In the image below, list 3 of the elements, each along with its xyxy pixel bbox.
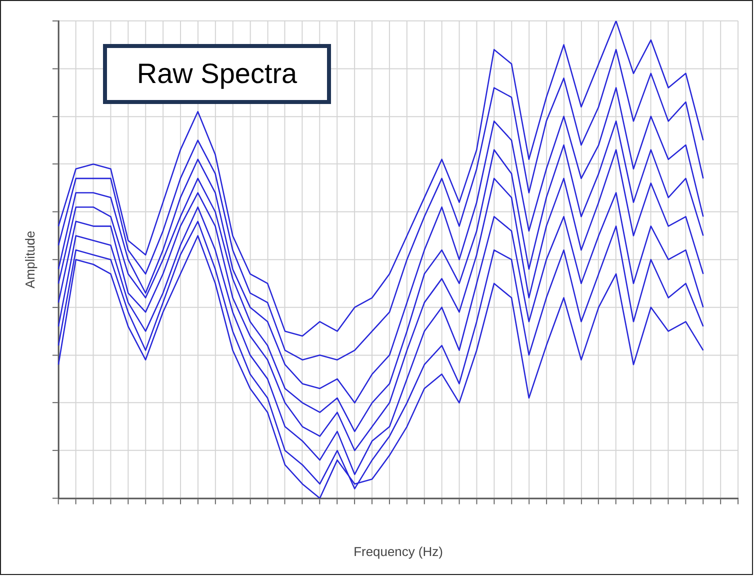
y-axis-title: Amplitude — [22, 230, 38, 288]
x-axis-title: Frequency (Hz) — [354, 544, 443, 559]
text: Raw Spectra — [103, 44, 331, 104]
